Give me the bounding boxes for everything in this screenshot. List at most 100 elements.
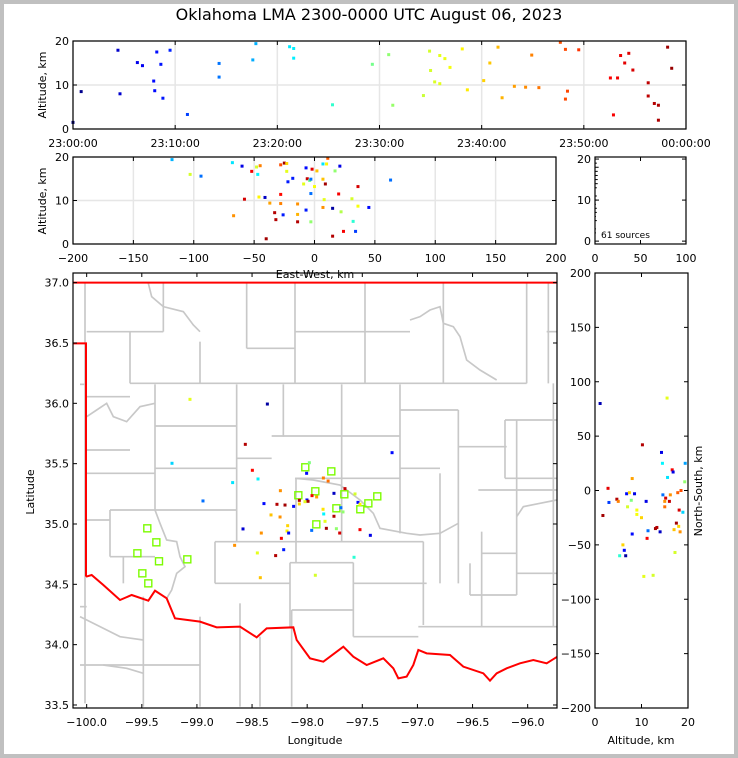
lightning-source-point	[321, 162, 325, 166]
lightning-source-point	[389, 178, 393, 182]
lightning-source-point	[242, 197, 246, 201]
lightning-source-point	[676, 491, 680, 495]
lma-station-marker	[311, 487, 320, 496]
eastwest-altitude-xlabel: East-West, km	[276, 268, 354, 281]
lightning-source-point	[291, 176, 295, 180]
lightning-source-point	[616, 499, 620, 503]
x-tick-label: 00:00:00	[661, 137, 710, 150]
x-tick-label: −100	[179, 252, 209, 265]
lightning-source-point	[677, 508, 681, 512]
lightning-source-point	[391, 103, 395, 107]
lightning-source-point	[678, 530, 682, 534]
lightning-source-point	[664, 496, 668, 500]
lightning-source-point	[292, 504, 296, 508]
y-tick-label: 0	[62, 238, 69, 251]
lightning-source-point	[655, 525, 659, 529]
lightning-source-point	[262, 502, 266, 506]
map-geometry	[73, 281, 557, 707]
lightning-source-point	[512, 84, 516, 88]
lightning-source-point	[608, 76, 612, 80]
lightning-source-point	[387, 53, 391, 57]
lightning-source-point	[353, 492, 357, 496]
lma-station-marker	[364, 499, 373, 508]
x-tick-label: 50	[634, 252, 648, 265]
lightning-source-point	[296, 202, 300, 206]
lightning-source-point	[233, 543, 237, 547]
lightning-source-point	[302, 182, 306, 186]
lightning-source-point	[367, 205, 371, 209]
y-tick-label: 36.0	[45, 397, 70, 410]
lightning-source-point	[256, 477, 260, 481]
x-tick-label: 100	[676, 252, 697, 265]
lightning-source-point	[279, 163, 283, 167]
lightning-source-point	[482, 79, 486, 83]
lightning-source-point	[356, 185, 360, 189]
lightning-source-point	[343, 487, 347, 491]
lightning-source-point	[352, 555, 356, 559]
lightning-source-point	[285, 162, 289, 166]
x-tick-label: 23:40:00	[457, 137, 506, 150]
lightning-source-point	[611, 113, 615, 117]
y-tick-label: 34.5	[45, 578, 70, 591]
y-tick-label: 0	[584, 235, 591, 248]
lightning-source-point	[304, 166, 308, 170]
lightning-source-point	[309, 177, 313, 181]
lightning-source-point	[331, 234, 335, 238]
x-tick-label: −97.0	[401, 716, 435, 729]
lightning-source-point	[281, 213, 285, 217]
lightning-source-point	[524, 85, 528, 89]
x-tick-label: 20	[681, 716, 695, 729]
state-border-red-river	[85, 573, 557, 683]
lightning-source-point	[283, 503, 287, 507]
lightning-source-point	[350, 197, 354, 201]
lightning-source-point	[153, 89, 157, 93]
lightning-source-point	[296, 212, 300, 216]
lightning-source-point	[338, 164, 342, 168]
lightning-source-point	[356, 500, 360, 504]
lightning-source-point	[241, 527, 245, 531]
lightning-source-point	[282, 161, 286, 165]
lightning-source-point	[250, 468, 254, 472]
lightning-source-point	[279, 202, 283, 206]
x-tick-label: −96.5	[456, 716, 490, 729]
river-boundary	[147, 283, 201, 333]
y-tick-label: 35.0	[45, 518, 70, 531]
y-tick-label: 10	[577, 194, 591, 207]
lightning-source-point	[285, 169, 289, 173]
lma-station-marker	[373, 492, 382, 501]
y-tick-label: −200	[561, 702, 591, 715]
lightning-source-point	[670, 66, 674, 70]
x-tick-label: −99.0	[180, 716, 214, 729]
lightning-source-point	[324, 526, 328, 530]
lightning-source-point	[265, 402, 269, 406]
lightning-source-point	[656, 103, 660, 107]
lightning-source-point	[170, 461, 174, 465]
lightning-source-point	[428, 49, 432, 53]
y-tick-label: 34.0	[45, 639, 70, 652]
lightning-source-point	[326, 479, 330, 483]
lightning-source-point	[674, 521, 678, 525]
y-tick-label: 100	[570, 376, 591, 389]
lightning-source-point	[321, 177, 325, 181]
lma-station-marker	[327, 467, 336, 476]
lightning-source-point	[640, 443, 644, 447]
lightning-source-point	[666, 475, 670, 479]
lightning-source-point	[326, 156, 330, 160]
lightning-source-point	[309, 192, 313, 196]
lightning-source-point	[640, 516, 643, 520]
lightning-source-point	[679, 489, 683, 492]
lightning-source-point	[296, 220, 300, 224]
lightning-source-point	[354, 229, 358, 233]
lightning-source-point	[607, 500, 611, 504]
x-tick-label: 50	[368, 252, 382, 265]
lightning-source-point	[618, 554, 622, 558]
lightning-source-point	[656, 118, 660, 122]
lightning-source-point	[652, 101, 656, 105]
lightning-source-point	[274, 554, 278, 558]
lightning-source-point	[633, 492, 637, 496]
lightning-source-point	[309, 220, 313, 224]
lightning-source-point	[323, 519, 327, 523]
lightning-source-point	[250, 169, 254, 173]
lightning-source-point	[577, 48, 581, 52]
state-border-panhandle	[73, 342, 87, 577]
